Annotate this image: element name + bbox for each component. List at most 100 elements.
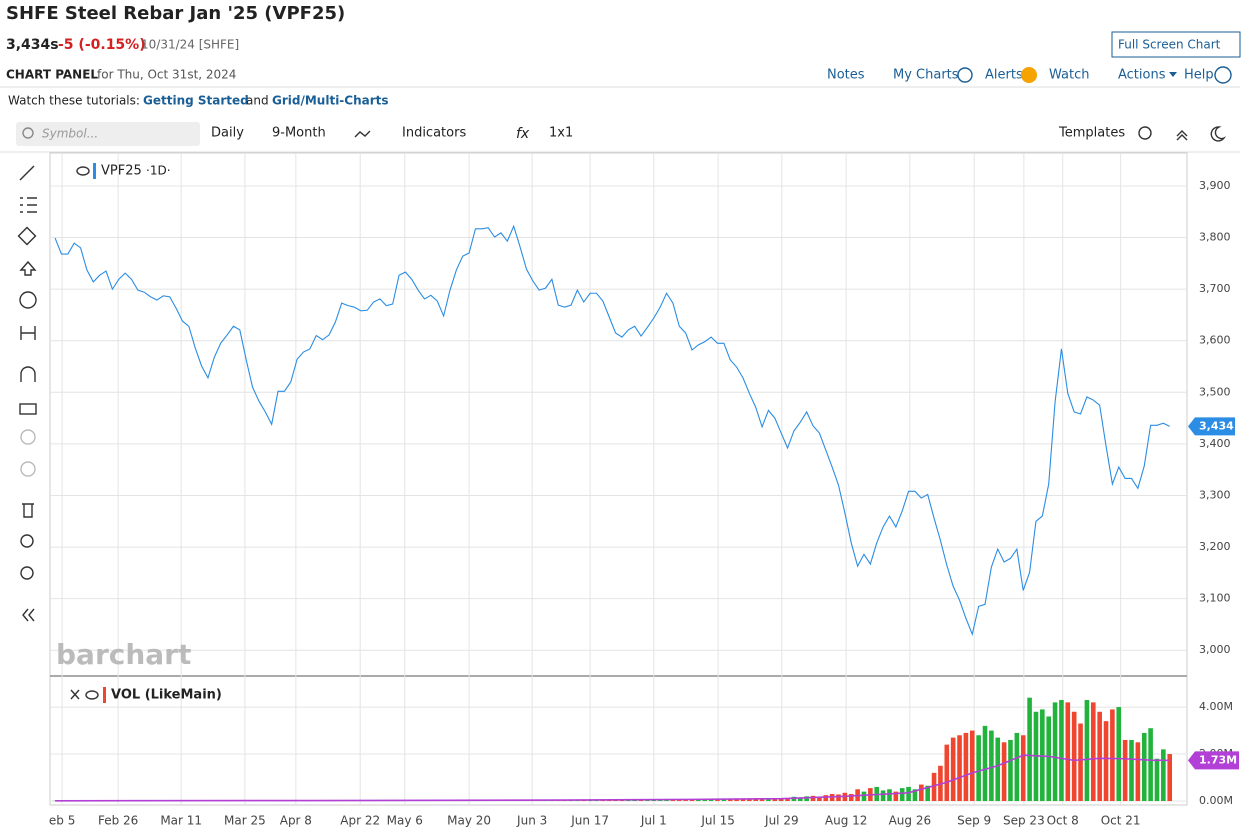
tool[interactable] [22,504,34,517]
toolbar-item[interactable]: fx [516,126,530,142]
volume-bar [887,789,892,801]
volume-bar [964,733,969,801]
last-price-label: 3,434 [1199,419,1234,432]
tool[interactable] [21,367,35,382]
volume-bar [1002,742,1007,801]
volume-bar [683,800,688,801]
volume-bar [1116,707,1121,801]
volume-bar [1027,698,1032,801]
x-tick-label: Jul 1 [640,814,667,828]
x-tick-label: Oct 21 [1101,814,1141,828]
volume-bar [836,794,841,801]
link[interactable]: Actions [1118,68,1166,83]
volume-bar [951,738,956,801]
tool[interactable] [20,198,37,212]
volume-bar [900,788,905,801]
tool[interactable] [21,462,35,476]
watermark: barchart [56,638,191,671]
volume-bar [1015,733,1020,801]
volume-legend: VOL (LikeMain) [111,688,222,703]
y-tick-label: 0.00M [1199,794,1233,807]
x-tick-label: Apr 8 [280,814,312,828]
toolbar-item[interactable]: 1x1 [549,126,573,141]
close-icon[interactable] [71,690,79,699]
volume-bar [1129,740,1134,801]
volume-bar [881,790,886,801]
toolbar-item[interactable]: Daily [211,126,244,141]
icon[interactable] [1139,127,1151,139]
volume-bar [970,731,975,801]
change: -5 (-0.15%) [58,37,146,53]
volume-bar [1066,702,1071,801]
link[interactable]: Help [1184,68,1214,83]
volume-bar [1008,740,1013,801]
volume-bar [811,796,816,801]
link[interactable]: Alerts [985,68,1023,83]
volume-bar [862,792,867,801]
x-tick-label: Oct 8 [1047,814,1079,828]
panel-for: for Thu, Oct 31st, 2024 [97,68,236,82]
volume-bar [1148,728,1153,801]
link[interactable]: My Charts [893,68,959,83]
symbol-placeholder[interactable]: Symbol... [42,127,98,141]
volume-bar [1104,721,1109,801]
volume-bar [957,735,962,801]
icon[interactable] [1211,127,1224,141]
tool[interactable] [23,609,34,621]
x-tick-label: Aug 26 [889,814,932,828]
toolbar-item[interactable]: Templates [1058,126,1125,141]
toolbar-item[interactable]: Indicators [402,126,466,141]
x-tick-label: Aug 12 [825,814,868,828]
toolbar-item[interactable]: 9-Month [272,126,326,141]
volume-bar [995,738,1000,801]
link[interactable]: Notes [827,68,865,83]
eye-icon[interactable] [86,691,98,699]
volume-bar [773,799,778,801]
link[interactable]: Watch [1049,68,1089,83]
tool[interactable] [20,292,36,308]
volume-bar [823,795,828,801]
volume-bar [1021,735,1026,801]
icon [958,68,972,82]
tool[interactable] [21,535,33,547]
y-tick-label: 3,800 [1199,231,1231,244]
tutorials-lead: Watch these tutorials: [8,94,140,108]
price: 3,434s [6,37,59,53]
volume-bar [1091,702,1096,801]
x-tick-label: Jul 29 [764,814,799,828]
volume-bar [906,787,911,801]
volume-bar [1123,740,1128,801]
volume-bar [919,785,924,801]
legend-interval: ·1D· [146,164,171,178]
tutorial-link[interactable]: Getting Started [143,94,249,108]
y-tick-label: 4.00M [1199,700,1233,713]
x-tick-label: Sep 23 [1003,814,1045,828]
full-screen-label[interactable]: Full Screen Chart [1118,38,1221,52]
tool[interactable] [19,228,36,245]
tutorial-link[interactable]: Grid/Multi-Charts [272,94,389,108]
x-tick-label: Jul 15 [700,814,735,828]
y-tick-label: 3,300 [1199,488,1231,501]
tool[interactable] [21,430,35,444]
tool[interactable] [21,567,33,579]
x-tick-label: May 6 [387,814,423,828]
x-tick-label: May 20 [447,814,491,828]
volume-bar [1097,712,1102,801]
y-tick-label: 3,100 [1199,592,1231,605]
volume-bar [1078,724,1083,801]
tool[interactable] [20,166,34,180]
y-tick-label: 3,600 [1199,334,1231,347]
volume-bar [983,726,988,801]
tool[interactable] [21,326,35,340]
icon [1021,67,1037,83]
x-tick-label: Sep 9 [957,814,991,828]
volume-bar [1085,700,1090,801]
eye-icon[interactable] [77,167,89,175]
icon[interactable] [1177,131,1187,140]
icon[interactable] [355,131,370,137]
x-tick-label: Mar 11 [160,814,202,828]
tool[interactable] [20,404,36,414]
tool[interactable] [21,262,35,275]
y-tick-label: 3,200 [1199,540,1231,553]
